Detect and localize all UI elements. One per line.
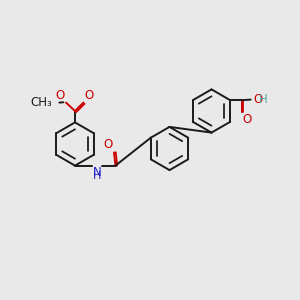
Text: N: N: [93, 167, 102, 179]
Text: H: H: [259, 93, 268, 106]
Text: O: O: [84, 89, 94, 102]
Text: O: O: [104, 138, 113, 151]
Text: O: O: [56, 89, 65, 102]
Text: H: H: [93, 171, 102, 181]
Text: CH₃: CH₃: [31, 96, 52, 109]
Text: O: O: [242, 113, 251, 126]
Text: O: O: [253, 93, 262, 106]
